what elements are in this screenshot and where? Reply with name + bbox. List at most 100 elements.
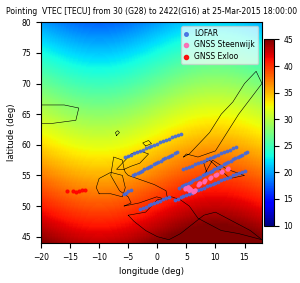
LOFAR: [143, 204, 148, 209]
LOFAR: [155, 141, 160, 146]
LOFAR: [189, 179, 194, 184]
LOFAR: [172, 198, 177, 202]
LOFAR: [244, 150, 249, 155]
LOFAR: [158, 140, 163, 145]
LOFAR: [238, 154, 242, 158]
LOFAR: [177, 185, 182, 190]
LOFAR: [158, 198, 163, 203]
LOFAR: [210, 182, 215, 186]
LOFAR: [242, 151, 247, 156]
LOFAR: [184, 166, 189, 170]
GNSS Steenwijk: [187, 186, 192, 191]
LOFAR: [158, 158, 163, 163]
GNSS Exloo: [79, 188, 84, 192]
LOFAR: [219, 178, 224, 183]
LOFAR: [216, 152, 221, 157]
LOFAR: [135, 171, 140, 175]
LOFAR: [235, 155, 240, 159]
GNSS Exloo: [70, 189, 75, 194]
LOFAR: [175, 133, 180, 137]
LOFAR: [228, 174, 232, 179]
GNSS Steenwijk: [207, 176, 212, 181]
LOFAR: [198, 174, 203, 179]
GNSS Steenwijk: [220, 169, 225, 173]
LOFAR: [134, 150, 139, 155]
GNSS Steenwijk: [214, 172, 219, 176]
GNSS Steenwijk: [201, 179, 206, 184]
X-axis label: longitude (deg): longitude (deg): [119, 267, 184, 276]
LOFAR: [184, 182, 189, 186]
GNSS Steenwijk: [225, 167, 230, 171]
LOFAR: [178, 195, 183, 200]
LOFAR: [209, 168, 214, 173]
LOFAR: [152, 162, 156, 167]
LOFAR: [204, 157, 209, 162]
LOFAR: [204, 184, 209, 189]
GNSS Steenwijk: [187, 187, 192, 192]
GNSS Steenwijk: [213, 173, 218, 178]
LOFAR: [175, 196, 180, 201]
LOFAR: [200, 173, 205, 178]
GNSS Steenwijk: [214, 173, 218, 177]
GNSS Steenwijk: [192, 188, 197, 193]
LOFAR: [121, 192, 126, 196]
LOFAR: [230, 146, 235, 151]
GNSS Steenwijk: [187, 188, 192, 192]
GNSS Steenwijk: [187, 188, 192, 192]
LOFAR: [193, 162, 197, 167]
GNSS Exloo: [65, 188, 70, 193]
LOFAR: [207, 183, 212, 187]
GNSS Steenwijk: [225, 166, 230, 171]
LOFAR: [175, 150, 179, 155]
LOFAR: [164, 196, 168, 200]
LOFAR: [217, 164, 221, 169]
GNSS Steenwijk: [187, 187, 192, 192]
GNSS Exloo: [74, 190, 78, 194]
LOFAR: [161, 157, 166, 162]
GNSS Steenwijk: [185, 185, 190, 190]
LOFAR: [212, 167, 217, 171]
LOFAR: [169, 135, 174, 140]
LOFAR: [137, 149, 142, 153]
GNSS Exloo: [76, 188, 81, 193]
GNSS Steenwijk: [193, 188, 197, 192]
GNSS Steenwijk: [196, 182, 201, 186]
LOFAR: [216, 179, 221, 184]
LOFAR: [154, 161, 158, 166]
LOFAR: [242, 168, 247, 173]
LOFAR: [167, 136, 171, 141]
LOFAR: [126, 189, 130, 194]
LOFAR: [184, 193, 189, 197]
LOFAR: [140, 168, 145, 173]
LOFAR: [226, 160, 231, 164]
GNSS Steenwijk: [187, 187, 192, 191]
GNSS Steenwijk: [187, 186, 192, 191]
LOFAR: [182, 183, 186, 187]
LOFAR: [228, 158, 233, 163]
GNSS Steenwijk: [185, 185, 190, 190]
LOFAR: [219, 163, 224, 168]
LOFAR: [187, 192, 192, 196]
GNSS Steenwijk: [183, 186, 188, 191]
GNSS Steenwijk: [219, 170, 224, 174]
LOFAR: [213, 181, 218, 185]
LOFAR: [233, 172, 238, 176]
LOFAR: [224, 161, 228, 166]
LOFAR: [190, 163, 195, 168]
LOFAR: [178, 132, 183, 136]
LOFAR: [219, 151, 224, 156]
LOFAR: [207, 156, 212, 160]
LOFAR: [179, 184, 184, 189]
LOFAR: [143, 146, 148, 151]
GNSS Steenwijk: [202, 179, 207, 183]
LOFAR: [155, 200, 160, 204]
GNSS Steenwijk: [184, 185, 189, 190]
LOFAR: [196, 188, 200, 192]
LOFAR: [137, 207, 142, 211]
LOFAR: [213, 154, 218, 158]
LOFAR: [140, 206, 145, 210]
LOFAR: [144, 166, 149, 170]
LOFAR: [130, 173, 135, 178]
LOFAR: [168, 154, 172, 158]
LOFAR: [126, 154, 130, 158]
